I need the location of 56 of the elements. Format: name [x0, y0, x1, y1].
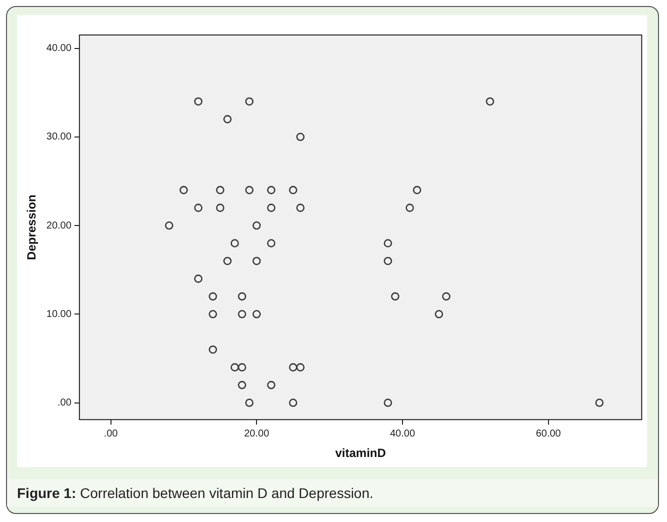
- point: [296, 363, 305, 372]
- point: [267, 186, 276, 194]
- point: [252, 256, 261, 266]
- point: [288, 398, 298, 407]
- point: [208, 292, 218, 301]
- x-tick-label: .00: [104, 428, 118, 440]
- point: [406, 204, 414, 212]
- x-tick-label: 20.00: [244, 428, 270, 440]
- point: [267, 239, 276, 248]
- point: [238, 310, 246, 318]
- point: [223, 256, 232, 266]
- point: [252, 310, 261, 318]
- point: [245, 186, 254, 194]
- point: [216, 204, 224, 212]
- y-tick-label: 30.00: [46, 132, 72, 143]
- point: [434, 310, 444, 318]
- y-tick-label: 40.00: [46, 43, 72, 54]
- point: [412, 186, 422, 194]
- point: [230, 239, 239, 248]
- point: [223, 115, 232, 124]
- point: [288, 186, 298, 194]
- point: [486, 97, 494, 106]
- x-axis-title: vitaminD: [335, 446, 386, 460]
- point: [164, 221, 174, 230]
- point: [267, 380, 276, 390]
- point: [194, 97, 202, 106]
- point: [194, 274, 202, 283]
- point: [238, 292, 246, 301]
- point: [238, 380, 246, 390]
- point: [391, 292, 400, 301]
- x-tick-label: 40.00: [390, 428, 416, 440]
- point: [595, 398, 604, 407]
- point: [384, 256, 392, 266]
- point: [180, 186, 188, 194]
- y-tick-label: .00: [58, 398, 72, 409]
- point: [208, 310, 218, 318]
- point: [296, 132, 305, 142]
- point: [208, 345, 218, 354]
- caption: Figure 1: Correlation between vitamin D and Depression.: [17, 485, 374, 501]
- point: [384, 239, 392, 248]
- point: [296, 204, 305, 212]
- point: [288, 363, 298, 372]
- y-tick-label: 20.00: [46, 220, 72, 232]
- point: [442, 292, 450, 301]
- point: [267, 204, 276, 212]
- x-tick-label: 60.00: [536, 428, 562, 440]
- point: [384, 398, 392, 407]
- point: [252, 221, 261, 230]
- point: [194, 204, 202, 212]
- y-axis-title: Depression: [24, 194, 39, 260]
- y-tick-label: 10.00: [46, 308, 72, 320]
- point: [245, 97, 254, 106]
- point: [216, 186, 224, 194]
- point: [238, 363, 246, 372]
- point: [245, 398, 254, 407]
- point: [230, 363, 239, 372]
